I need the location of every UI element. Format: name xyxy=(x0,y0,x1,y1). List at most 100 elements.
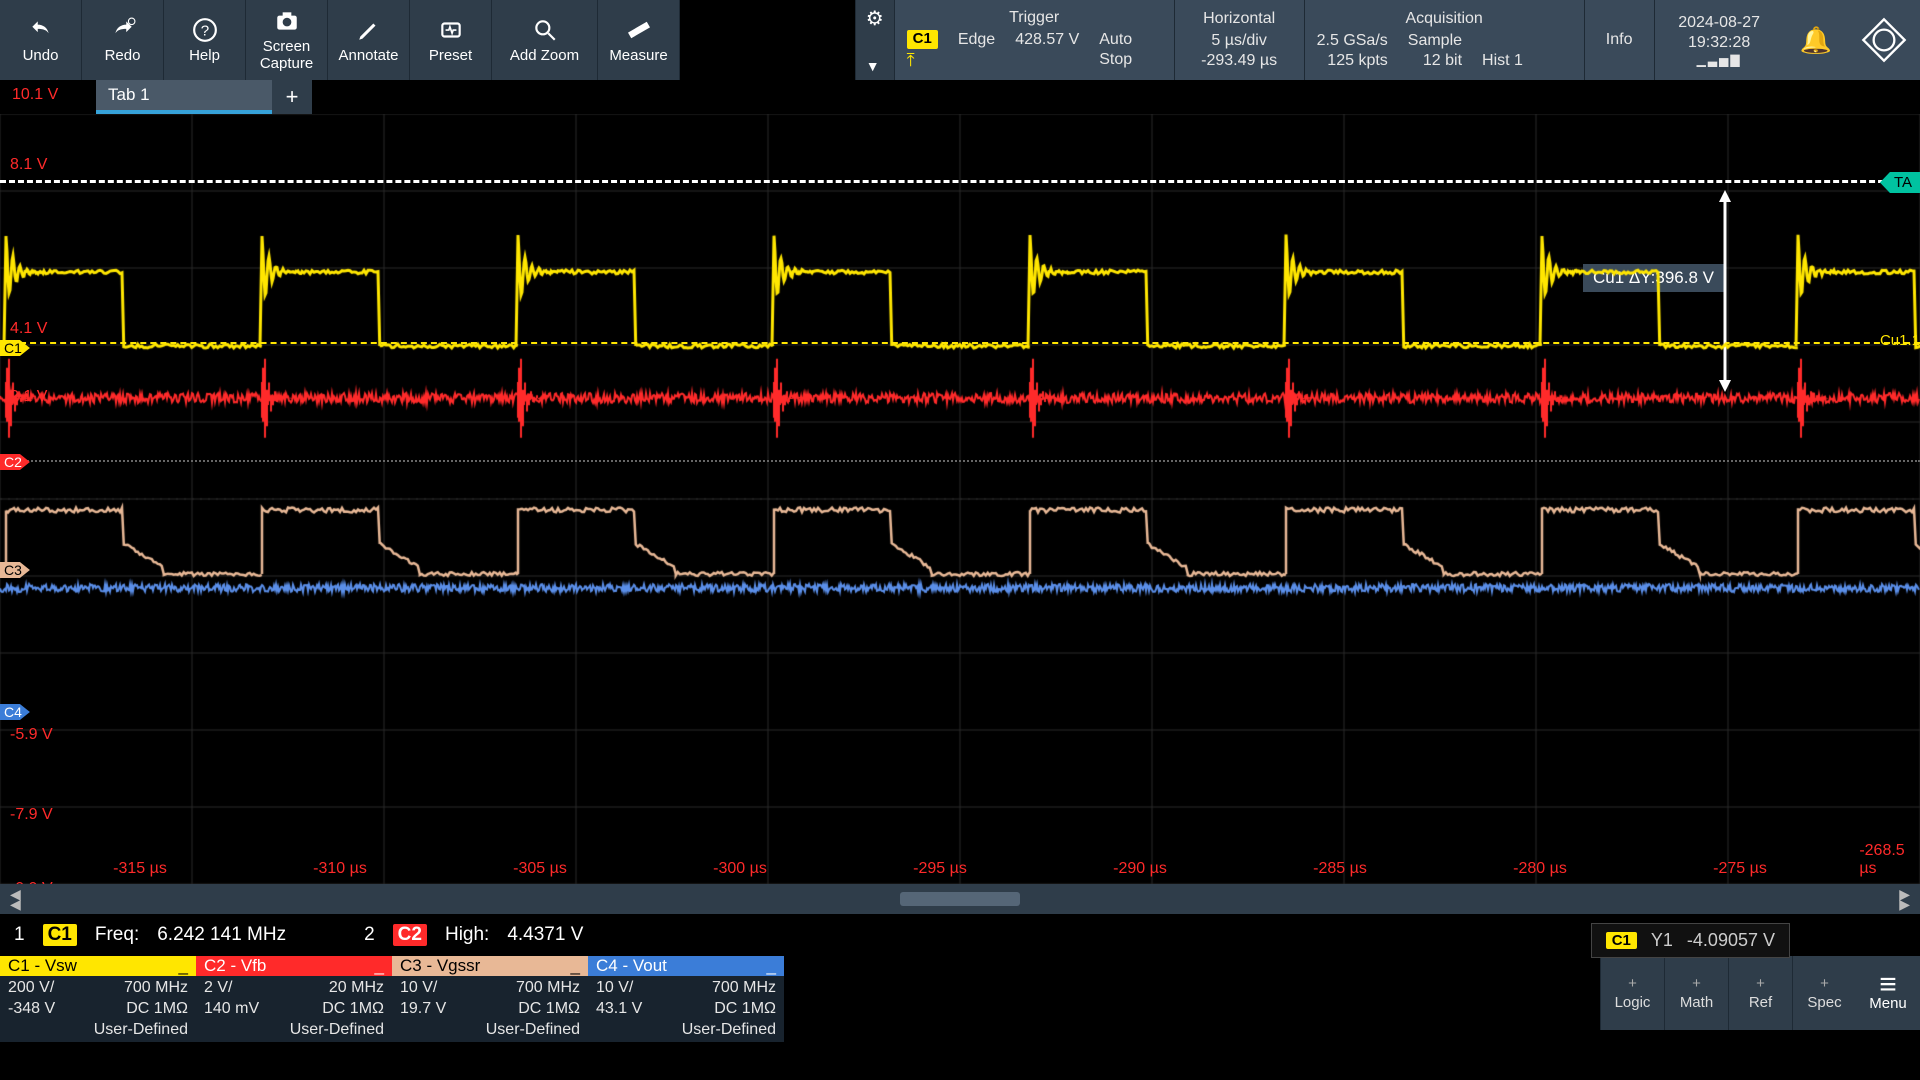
preset-button[interactable]: Preset xyxy=(410,0,492,80)
info-title: Info xyxy=(1606,30,1633,50)
time-label: -290 µs xyxy=(1113,860,1167,878)
redo-icon xyxy=(110,17,136,43)
minimize-icon[interactable]: _ xyxy=(179,956,188,976)
cursor-readout-box[interactable]: C1 Y1 -4.09057 V xyxy=(1591,923,1790,958)
minimize-icon[interactable]: _ xyxy=(571,956,580,976)
trigger-edge-icon: ⤒ xyxy=(907,49,915,72)
acq-sample: Sample xyxy=(1408,31,1462,51)
redo-button[interactable]: Redo xyxy=(82,0,164,80)
channel-offset: 43.1 V xyxy=(596,999,642,1020)
svg-text:?: ? xyxy=(200,22,208,39)
scroll-left-icon: ◀◀ xyxy=(10,889,21,909)
brand-logo xyxy=(1848,0,1920,80)
undo-icon xyxy=(28,17,54,43)
meas-1-channel: C1 xyxy=(43,924,77,946)
channel-scale: 10 V/ xyxy=(400,978,446,999)
trigger-auto: Auto xyxy=(1099,30,1132,50)
info-time: 19:32:28 xyxy=(1688,33,1750,53)
rb-label: Math xyxy=(1680,994,1713,1011)
rb-label: Logic xyxy=(1615,994,1651,1011)
channel-bw: 700 MHz xyxy=(486,978,580,999)
channel-box-c3[interactable]: C3 - Vgssr_ 10 V/19.7 V 700 MHzDC 1MΩUse… xyxy=(392,956,588,1030)
channel-bw: 20 MHz xyxy=(290,978,384,999)
channel-scale: 200 V/ xyxy=(8,978,55,999)
channel-name: C4 - Vout xyxy=(596,956,667,976)
meas-1-value: 6.242 141 MHz xyxy=(157,924,286,946)
acquisition-panel[interactable]: Acquisition 2.5 GSa/s125 kpts Sample12 b… xyxy=(1304,0,1584,80)
minimize-icon[interactable]: _ xyxy=(767,956,776,976)
waveform-display[interactable]: TA Cu1.1 Cu1 ΔY:396.8 V 8.1 V4.1 V2.1 V-… xyxy=(0,114,1920,884)
meas-1-index: 1 xyxy=(14,924,25,946)
preset-icon xyxy=(438,17,464,43)
time-label: -310 µs xyxy=(313,860,367,878)
horizontal-pos: -293.49 µs xyxy=(1201,51,1277,71)
channel-offset: 19.7 V xyxy=(400,999,446,1020)
ref-button[interactable]: + Ref xyxy=(1728,956,1792,1030)
channel-bw: 700 MHz xyxy=(94,978,188,999)
datetime-panel: 2024-08-27 19:32:28 ▁▃▅▇ xyxy=(1654,0,1784,80)
time-label: -295 µs xyxy=(913,860,967,878)
time-label: -268.5 µs xyxy=(1859,842,1904,878)
notifications-button[interactable]: 🔔 xyxy=(1784,0,1848,80)
trigger-stop: Stop xyxy=(1099,50,1132,70)
rb-label: Ref xyxy=(1749,994,1772,1011)
undo-button[interactable]: Undo xyxy=(0,0,82,80)
channel-scale: 2 V/ xyxy=(204,978,259,999)
acq-bits: 12 bit xyxy=(1423,51,1462,71)
meas-2-index: 2 xyxy=(364,924,375,946)
spec-button[interactable]: +Spec xyxy=(1792,956,1856,1030)
horizontal-panel[interactable]: Horizontal 5 µs/div-293.49 µs xyxy=(1174,0,1304,80)
trigger-channel-badge: C1 xyxy=(907,30,938,49)
right-toolbar: +Logic+Math + Ref +Spec≡Menu xyxy=(1600,956,1920,1030)
scrollbar-thumb[interactable] xyxy=(900,892,1020,906)
channel-cfg: User-Defined xyxy=(94,1020,188,1041)
logic-button[interactable]: +Logic xyxy=(1600,956,1664,1030)
channel-offset: -348 V xyxy=(8,999,55,1020)
info-panel[interactable]: Info xyxy=(1584,0,1654,80)
annotate-button[interactable]: Annotate xyxy=(328,0,410,80)
cursor-readout-value: -4.09057 V xyxy=(1687,930,1775,951)
rb-label: Spec xyxy=(1807,994,1841,1011)
tab-strip: Tab 1 + xyxy=(0,80,1920,114)
ylabel: 8.1 V xyxy=(10,156,47,174)
time-label: -280 µs xyxy=(1513,860,1567,878)
new-tab-button[interactable]: + xyxy=(272,80,312,114)
time-label: -275 µs xyxy=(1713,860,1767,878)
time-label: -305 µs xyxy=(513,860,567,878)
info-panels: Trigger C1 ⤒ Edge 428.57 V AutoStop Hori… xyxy=(894,0,1920,80)
help-icon: ? xyxy=(192,17,218,43)
top-toolbar: Undo Redo ? Help Screen Capture Annotate… xyxy=(0,0,1920,80)
minimize-icon[interactable]: _ xyxy=(375,956,384,976)
horizontal-scrollbar[interactable]: ◀◀ ▶▶ xyxy=(0,884,1920,914)
scroll-right-icon: ▶▶ xyxy=(1899,889,1910,909)
channel-box-c2[interactable]: C2 - Vfb_ 2 V/140 mV 20 MHzDC 1MΩUser-De… xyxy=(196,956,392,1030)
help-button[interactable]: ? Help xyxy=(164,0,246,80)
tab-1[interactable]: Tab 1 xyxy=(96,80,272,114)
ruler-icon xyxy=(626,17,652,43)
horizontal-scale: 5 µs/div xyxy=(1211,31,1266,51)
plus-icon: + xyxy=(1756,975,1765,992)
channel-coupling: DC 1MΩ xyxy=(94,999,188,1020)
channel-name: C2 - Vfb xyxy=(204,956,266,976)
acq-hist: Hist 1 xyxy=(1482,51,1523,71)
meas-2-label: High: xyxy=(445,924,489,946)
bell-icon: 🔔 xyxy=(1800,25,1832,56)
trigger-side-icons[interactable]: ⚙ ▼ xyxy=(855,0,894,80)
math-button[interactable]: +Math xyxy=(1664,956,1728,1030)
trigger-panel[interactable]: Trigger C1 ⤒ Edge 428.57 V AutoStop xyxy=(894,0,1174,80)
menu-button[interactable]: ≡Menu xyxy=(1856,956,1920,1030)
meas-2-value: 4.4371 V xyxy=(507,924,583,946)
horizontal-title: Horizontal xyxy=(1187,9,1292,29)
channel-box-c4[interactable]: C4 - Vout_ 10 V/43.1 V 700 MHzDC 1MΩUser… xyxy=(588,956,784,1030)
measure-button[interactable]: Measure xyxy=(598,0,680,80)
gear-icon: ⚙ xyxy=(866,6,884,31)
cursor-readout-channel: C1 xyxy=(1606,932,1637,949)
add-zoom-button[interactable]: Add Zoom xyxy=(492,0,598,80)
channel-scale: 10 V/ xyxy=(596,978,642,999)
channel-offset: 140 mV xyxy=(204,999,259,1020)
ylabel: -5.9 V xyxy=(10,726,53,744)
trigger-mode: Edge xyxy=(958,30,995,50)
plus-icon: + xyxy=(286,84,299,110)
screen-capture-button[interactable]: Screen Capture xyxy=(246,0,328,80)
channel-box-c1[interactable]: C1 - Vsw_ 200 V/-348 V 700 MHzDC 1MΩUser… xyxy=(0,956,196,1030)
